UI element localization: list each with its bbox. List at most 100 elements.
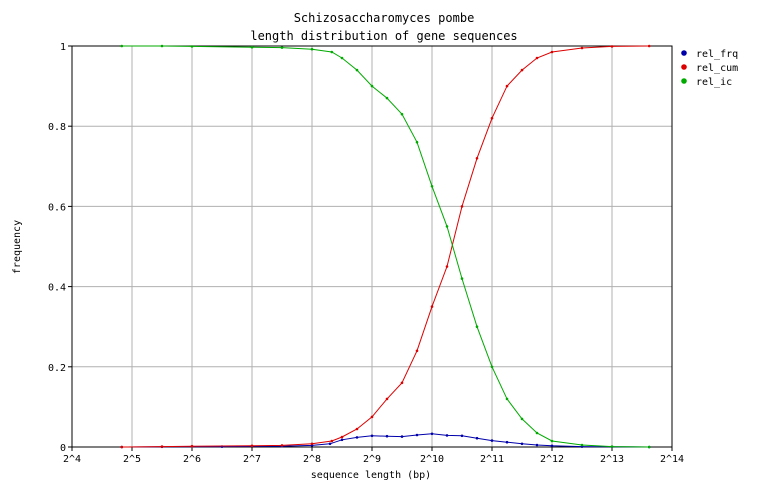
data-point (280, 444, 284, 447)
data-point (460, 277, 464, 280)
data-point (610, 445, 614, 448)
data-point (400, 381, 404, 385)
data-point (330, 50, 334, 54)
y-tick-label: 0 (60, 443, 66, 454)
data-point (190, 45, 194, 48)
data-point (310, 442, 314, 446)
legend-item: rel_cum (681, 63, 738, 74)
data-point (490, 439, 494, 442)
data-point (475, 325, 479, 329)
data-point (520, 442, 524, 446)
x-tick-label: 2^7 (243, 454, 261, 465)
data-point (430, 305, 434, 308)
chart-title: Schizosaccharomyces pombe (294, 11, 475, 25)
data-point (370, 415, 374, 419)
data-point (120, 445, 124, 449)
x-tick-label: 2^14 (660, 454, 684, 465)
data-point (430, 185, 434, 188)
data-point (340, 56, 344, 60)
data-point (355, 427, 359, 431)
data-point (460, 434, 464, 438)
legend-marker-icon (681, 50, 687, 56)
x-axis-label: sequence length (bp) (311, 470, 431, 481)
data-point (160, 445, 164, 448)
data-point (385, 96, 389, 100)
data-point (580, 46, 584, 50)
x-tick-label: 2^4 (63, 454, 81, 465)
x-tick-label: 2^8 (303, 454, 321, 465)
data-point (535, 431, 539, 435)
data-point (330, 439, 334, 443)
x-tick-label: 2^13 (600, 454, 624, 465)
data-point (460, 205, 464, 208)
legend-label: rel_ic (696, 77, 732, 88)
series-line (121, 433, 650, 448)
data-point (505, 84, 509, 88)
data-point (355, 436, 359, 439)
data-point (580, 443, 584, 447)
data-point (445, 225, 449, 228)
x-tick-label: 2^6 (183, 454, 201, 465)
data-point (328, 442, 332, 446)
data-point (250, 45, 254, 49)
data-point (490, 116, 494, 120)
y-tick-label: 0.4 (48, 283, 66, 294)
legend: rel_frq rel_cum rel_ic (681, 49, 738, 88)
data-point (400, 112, 404, 116)
y-tick-label: 0.8 (48, 122, 66, 133)
data-point (550, 439, 554, 443)
legend-marker-icon (681, 64, 687, 70)
y-tick-label: 0.6 (48, 202, 66, 213)
data-point (520, 68, 524, 72)
axis-ticks: 2^4 2^5 2^6 2^7 2^8 2^9 2^10 2^11 2^12 2^13 2^14 0 0… (48, 42, 684, 465)
data-point (505, 440, 509, 444)
data-point (250, 444, 254, 448)
legend-marker-icon (681, 78, 687, 84)
series-rel-ic (120, 44, 651, 449)
x-tick-label: 2^11 (480, 454, 504, 465)
series-rel-cum (120, 44, 651, 449)
data-point (415, 433, 419, 437)
data-point (647, 445, 651, 449)
data-point (415, 349, 419, 353)
data-point (535, 56, 539, 60)
data-point (550, 444, 554, 448)
y-tick-label: 0.2 (48, 363, 66, 374)
data-point (647, 44, 651, 48)
data-point (475, 436, 479, 440)
series-layer (120, 44, 651, 449)
data-point (445, 434, 449, 437)
y-axis-label: frequency (12, 220, 23, 274)
data-point (415, 140, 419, 144)
data-point (385, 397, 389, 401)
data-point (385, 434, 389, 438)
data-point (370, 434, 374, 438)
data-point (120, 44, 124, 48)
data-point (370, 84, 374, 88)
data-point (610, 45, 614, 48)
data-point (520, 417, 524, 421)
chart-subtitle: length distribution of gene sequences (250, 29, 517, 43)
x-tick-label: 2^5 (123, 454, 141, 465)
data-point (280, 46, 284, 49)
data-point (550, 50, 554, 54)
data-point (535, 443, 539, 447)
x-tick-label: 2^12 (540, 454, 564, 465)
data-point (310, 47, 314, 51)
data-point (505, 397, 509, 401)
data-point (355, 68, 359, 72)
x-tick-label: 2^10 (420, 454, 444, 465)
data-point (160, 44, 164, 48)
data-point (490, 365, 494, 369)
data-point (445, 265, 449, 268)
data-point (340, 438, 344, 442)
data-point (190, 444, 194, 448)
legend-label: rel_cum (696, 63, 738, 74)
data-point (340, 435, 344, 439)
legend-item: rel_frq (681, 49, 738, 60)
data-point (400, 435, 404, 438)
legend-item: rel_ic (681, 77, 732, 88)
y-tick-label: 1 (60, 42, 66, 53)
